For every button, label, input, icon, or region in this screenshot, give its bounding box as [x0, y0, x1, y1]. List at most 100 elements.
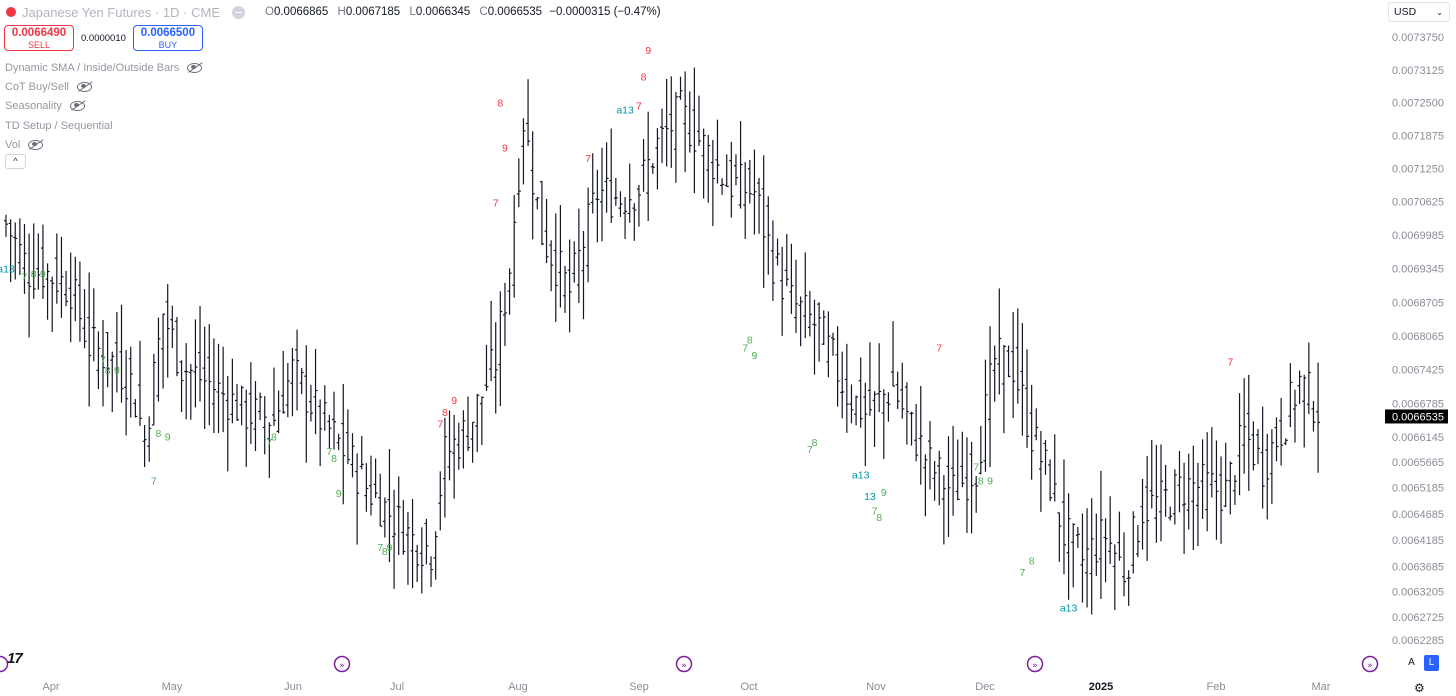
y-tick-label: 0.0062285 — [1392, 635, 1444, 647]
indicator-label: TD Setup / Sequential — [5, 119, 113, 132]
indicator-label: Vol — [5, 138, 21, 151]
event-marker-arrow: » — [681, 661, 687, 671]
y-tick-label: 0.0071875 — [1392, 131, 1444, 143]
td-label: 7 — [326, 446, 332, 458]
low-value: 0.0066345 — [415, 6, 471, 18]
buy-button[interactable]: 0.0066500 BUY — [132, 25, 203, 51]
y-tick-label: 0.0069345 — [1392, 264, 1444, 276]
td-label: 7 — [22, 271, 28, 283]
y-tick-label: 0.0073750 — [1392, 32, 1444, 44]
indicator-label: CoT Buy/Sell — [5, 80, 69, 93]
last-price-label: 0.0066535 — [1392, 411, 1444, 423]
buy-price: 0.0066500 — [140, 27, 196, 39]
chart-header: Japanese Yen Futures · 1D · CME O0.00668… — [0, 0, 661, 24]
buy-label: BUY — [158, 40, 178, 50]
td-label: 7 — [973, 462, 979, 474]
x-tick-label: Feb — [1207, 681, 1226, 693]
eye-off-icon[interactable] — [69, 101, 85, 112]
td-label: 9 — [165, 432, 171, 444]
td-label: 9 — [645, 45, 651, 57]
x-tick-label: Jun — [284, 681, 302, 693]
y-tick-label: 0.0073125 — [1392, 65, 1444, 77]
td-label: 9 — [881, 487, 887, 499]
td-label: 7 — [807, 444, 813, 456]
y-tick-label: 0.0063205 — [1392, 587, 1444, 599]
y-tick-label: 0.0070625 — [1392, 196, 1444, 208]
y-tick-label: 0.0064685 — [1392, 509, 1444, 521]
eye-off-icon[interactable] — [187, 62, 203, 73]
td-label: 9 — [752, 350, 758, 362]
td-label: 9 — [40, 269, 46, 281]
td-label: 7 — [100, 354, 106, 366]
y-tick-label: 0.0063685 — [1392, 561, 1444, 573]
trade-panel: 0.0066490 SELL 0.0000010 0.0066500 BUY — [4, 25, 203, 51]
td-label: 7 — [872, 505, 878, 517]
event-marker-arrow: » — [1032, 661, 1038, 671]
x-tick-label: Apr — [42, 681, 59, 693]
indicator-row[interactable]: TD Setup / Sequential — [5, 116, 202, 135]
td-label: 9 — [336, 488, 342, 500]
y-tick-label: 0.0068705 — [1392, 297, 1444, 309]
td-label: 7 — [493, 198, 499, 210]
settings-gear-icon[interactable]: ⚙ — [1414, 681, 1425, 695]
symbol-title[interactable]: Japanese Yen Futures · 1D · CME — [22, 4, 220, 20]
y-tick-label: 0.0062725 — [1392, 612, 1444, 624]
indicator-row[interactable]: CoT Buy/Sell — [5, 77, 202, 96]
indicator-row[interactable]: Vol — [5, 135, 202, 154]
td-label: 7 — [585, 153, 591, 165]
indicator-row[interactable]: Seasonality — [5, 97, 202, 116]
x-tick-label: Aug — [508, 681, 528, 693]
sell-label: SELL — [27, 40, 51, 50]
chevron-down-icon: ⌄ — [1436, 8, 1443, 17]
td-label: 7 — [1019, 567, 1025, 579]
event-marker-icon — [333, 655, 351, 673]
spread-value: 0.0000010 — [81, 32, 126, 44]
td-label: 7 — [266, 437, 272, 449]
market-status-dot-icon — [6, 7, 16, 17]
td-label: 8 — [442, 407, 448, 419]
td-label: 8 — [156, 428, 162, 440]
td-label: 7 — [377, 542, 383, 554]
legend-collapse-chevron-up-icon[interactable]: ^ — [5, 154, 26, 169]
x-tick-label: Jul — [390, 681, 404, 693]
currency-select[interactable]: USD ⌄ — [1388, 2, 1450, 22]
y-tick-label: 0.0066145 — [1392, 432, 1444, 444]
td-label: 13 — [864, 491, 876, 503]
sell-button[interactable]: 0.0066490 SELL — [4, 25, 74, 51]
y-tick-label: 0.0065185 — [1392, 482, 1444, 494]
last-price-label-bg — [1385, 409, 1448, 424]
y-tick-label: 0.0072500 — [1392, 98, 1444, 110]
indicator-row[interactable]: Dynamic SMA / Inside/Outside Bars — [5, 58, 203, 77]
eye-off-icon[interactable] — [28, 139, 44, 150]
td-label: 7 — [936, 342, 942, 354]
event-marker-icon — [0, 655, 9, 673]
x-tick-label: Oct — [740, 681, 757, 693]
td-label: a13 — [852, 470, 870, 482]
y-tick-label: 0.0066785 — [1392, 398, 1444, 410]
x-tick-label: May — [162, 681, 183, 693]
td-label: 7 — [742, 342, 748, 354]
open-key: O — [265, 6, 274, 18]
td-label: 8 — [31, 269, 37, 281]
collapse-minus-icon[interactable] — [232, 5, 245, 19]
y-tick-label: 0.0067425 — [1392, 365, 1444, 377]
event-marker-icon — [1026, 655, 1044, 673]
event-marker-icon — [675, 655, 693, 673]
log-scale-button[interactable]: L — [1424, 655, 1439, 671]
td-label: 9 — [114, 365, 120, 377]
y-tick-label: 0.0064185 — [1392, 535, 1444, 547]
auto-scale-button[interactable]: A — [1408, 657, 1415, 668]
td-label: 8 — [497, 98, 503, 110]
tradingview-logo-icon[interactable]: 17 — [7, 650, 23, 667]
td-label: 8 — [105, 365, 111, 377]
td-label: 8 — [876, 512, 882, 524]
y-tick-label: 0.0068065 — [1392, 331, 1444, 343]
eye-off-icon[interactable] — [77, 81, 92, 92]
event-marker-arrow: » — [1367, 661, 1373, 671]
td-label: 9 — [387, 542, 393, 554]
td-label: 8 — [978, 475, 984, 487]
high-key: H — [337, 6, 346, 18]
td-label: a13 — [0, 263, 15, 275]
x-tick-label: 2025 — [1089, 681, 1113, 693]
